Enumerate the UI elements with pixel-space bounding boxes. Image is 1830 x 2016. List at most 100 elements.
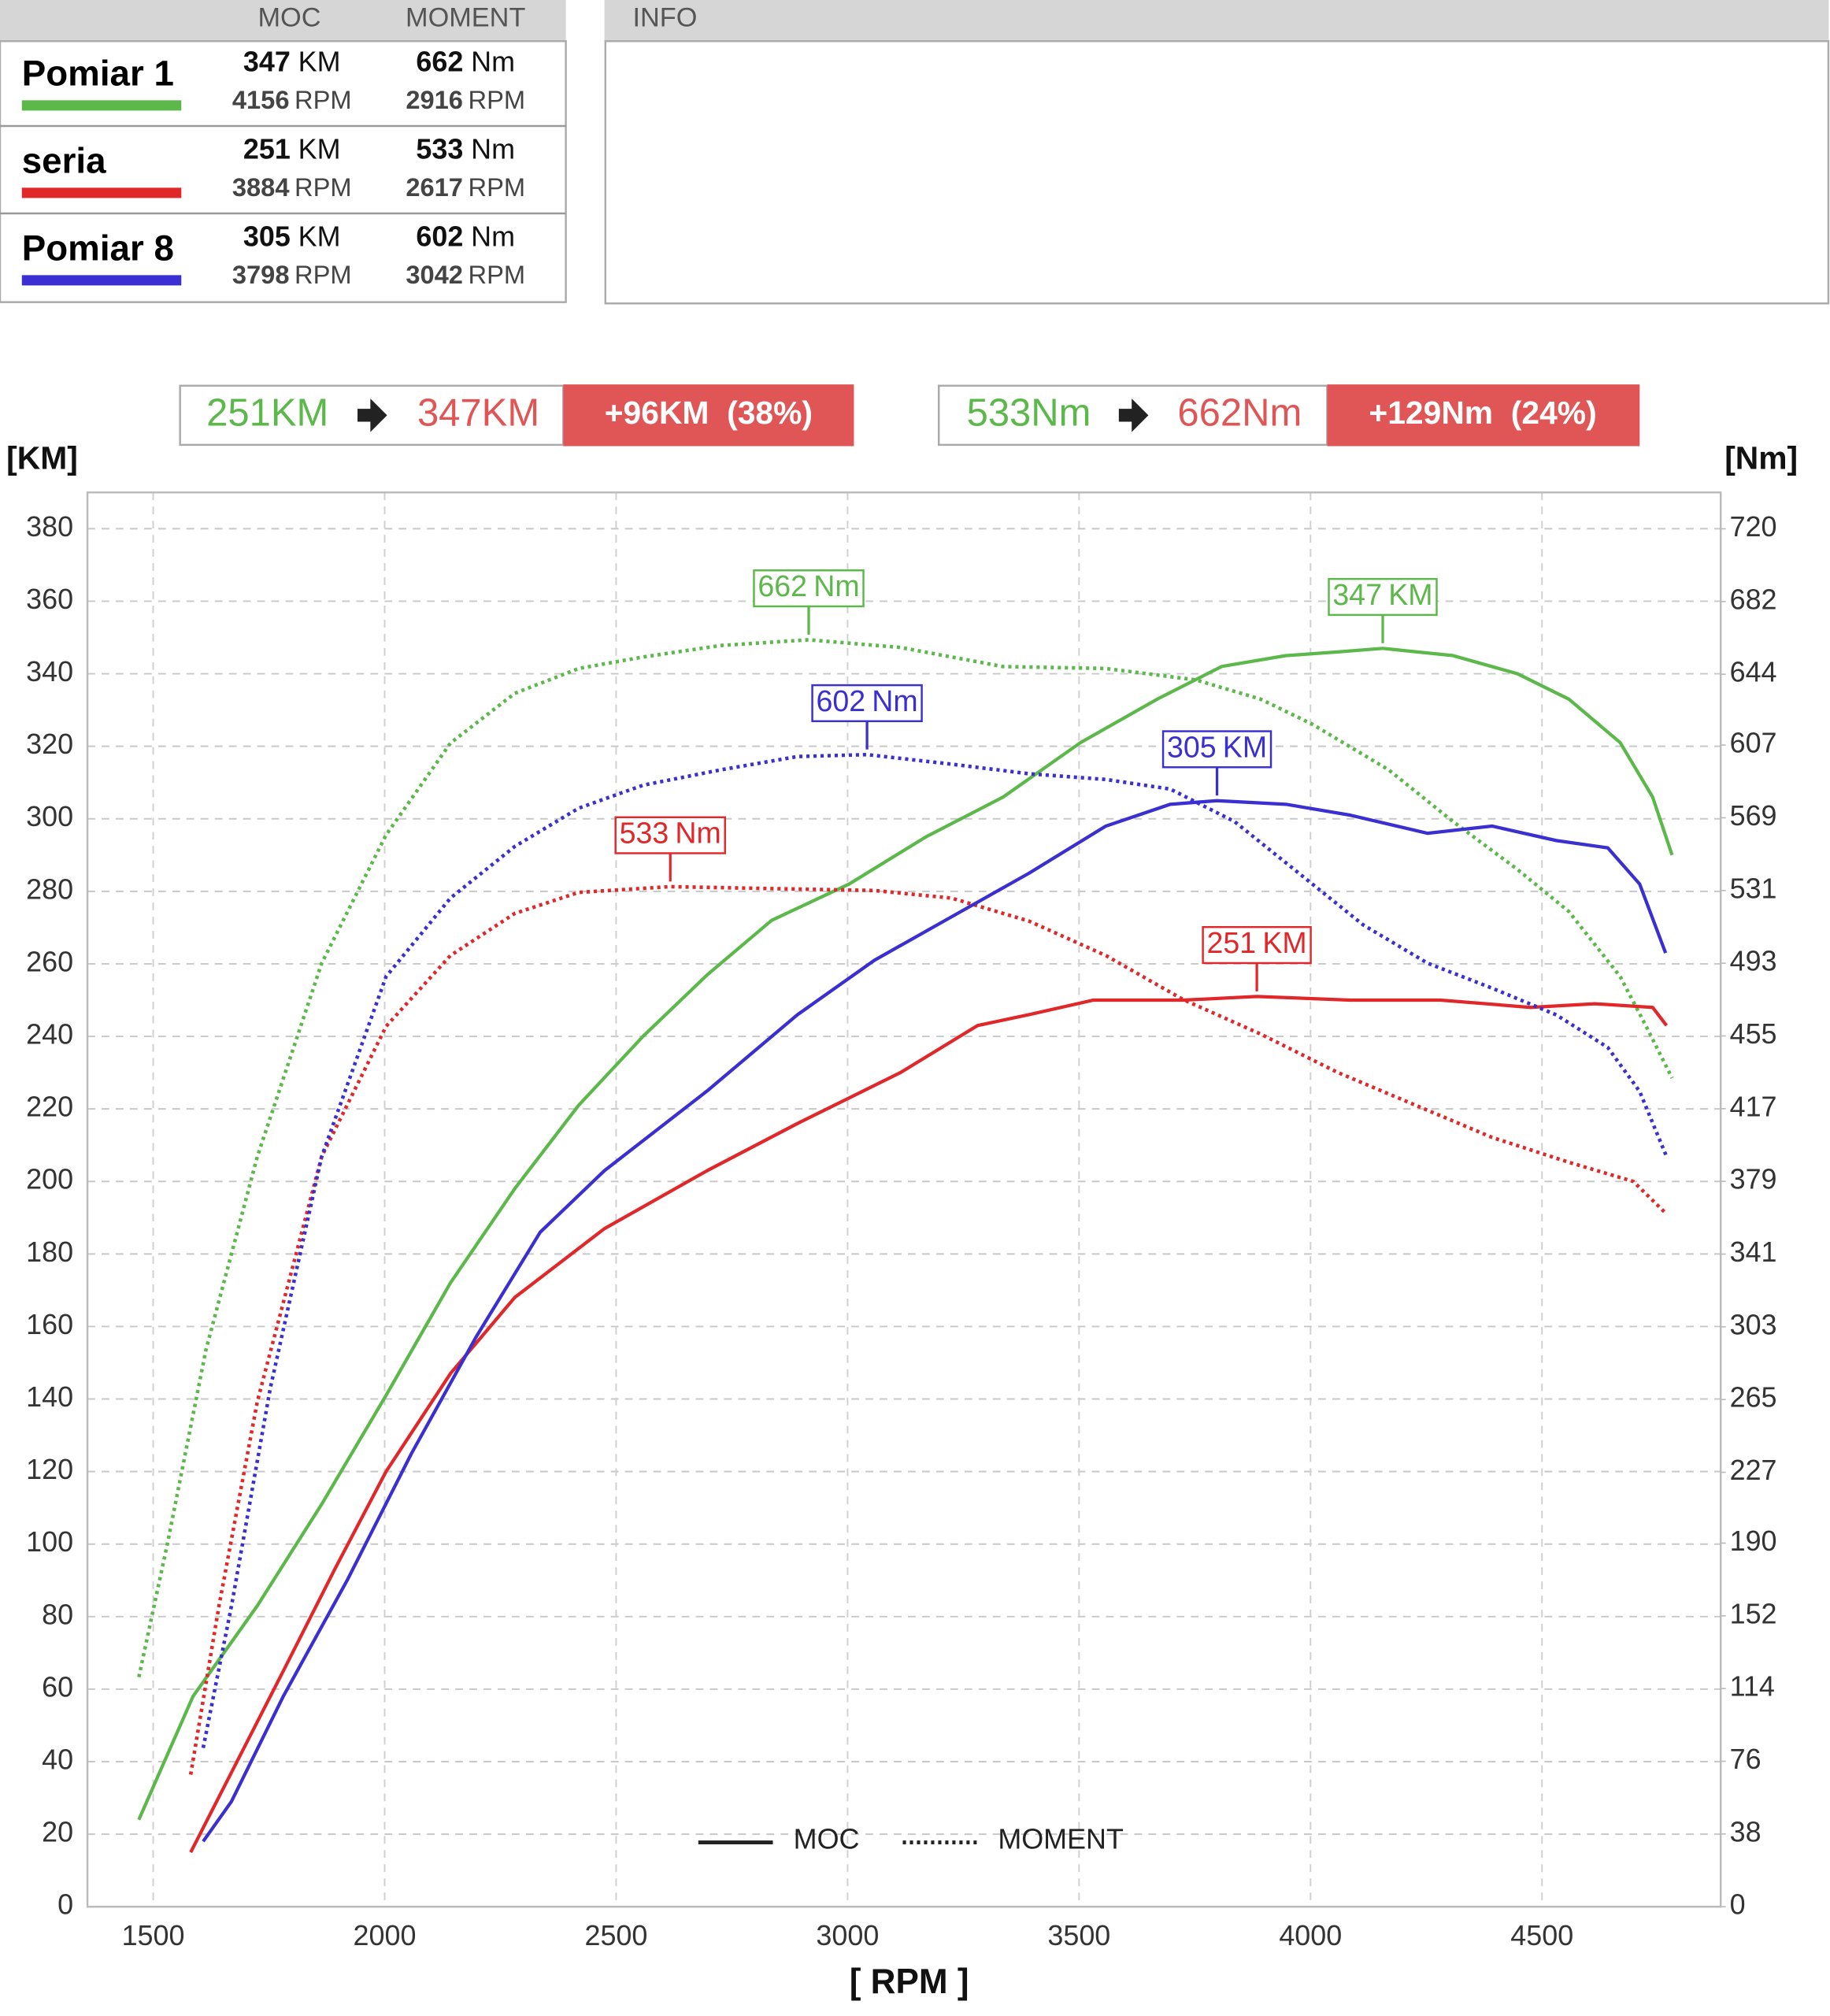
unit: KM xyxy=(298,220,341,253)
peak-label: 251 KM xyxy=(1207,926,1307,959)
x-tick-label: 4000 xyxy=(1279,1919,1342,1951)
x-tick-label: 4500 xyxy=(1510,1919,1573,1951)
unit: Nm xyxy=(471,46,515,78)
peak-label: 533 Nm xyxy=(620,817,721,850)
comparison-delta-box xyxy=(563,384,854,447)
y-tick-label: 180 xyxy=(26,1236,73,1268)
torque-peak-rpm: 2916 RPM xyxy=(406,85,525,114)
power-peak-annotation: 347 KM xyxy=(1328,577,1438,643)
unit: KM xyxy=(298,133,341,165)
y-tick-label: 100 xyxy=(26,1525,73,1558)
comparison-delta: +129Nm (24%) xyxy=(1369,395,1596,431)
torque-peak-rpm: 2617 RPM xyxy=(406,172,525,202)
comparison-delta-box xyxy=(1327,384,1640,447)
torque-curve xyxy=(188,884,1668,1775)
comparison-from: 533Nm xyxy=(967,391,1091,434)
value: 305 xyxy=(243,220,291,253)
y-tick-label: 120 xyxy=(26,1453,73,1485)
peak-box xyxy=(1202,926,1312,965)
peak-label: 347 KM xyxy=(1332,578,1432,611)
y-tick-label: 360 xyxy=(26,583,73,615)
y2-tick-label: 152 xyxy=(1730,1597,1777,1629)
y2-tick-label: 493 xyxy=(1730,945,1777,977)
x-tick-label: 3500 xyxy=(1047,1919,1110,1951)
unit: RPM xyxy=(295,172,352,202)
peak-label: 662 Nm xyxy=(758,569,859,602)
rpm-value: 2916 xyxy=(406,85,463,114)
y2-tick-label: 644 xyxy=(1730,656,1777,688)
y2-tick-label: 607 xyxy=(1730,727,1777,759)
power-curve xyxy=(137,647,1674,1821)
unit: Nm xyxy=(872,684,917,717)
torque-curve xyxy=(201,752,1669,1748)
unit: RPM xyxy=(295,85,352,114)
info-header-band xyxy=(604,0,1829,42)
comparison-to: 347KM xyxy=(417,391,539,434)
info-title: INFO xyxy=(633,3,698,33)
comparison-delta: +96KM (38%) xyxy=(605,395,813,431)
rpm-value: 3042 xyxy=(406,260,463,289)
rpm-value: 3884 xyxy=(232,172,290,202)
y-tick-label: 280 xyxy=(26,873,73,905)
power-peak-rpm: 4156 RPM xyxy=(232,85,352,114)
power-comparison: 251KM 347KM +96KM (38%) xyxy=(179,384,854,447)
y2-tick-label: 341 xyxy=(1730,1236,1777,1268)
comparison-from: 251KM xyxy=(206,391,328,434)
y-axis-title: [KM] xyxy=(6,439,78,476)
run-name: Pomiar 8 xyxy=(22,228,174,268)
y2-tick-label: 417 xyxy=(1730,1090,1777,1122)
y2-tick-label: 682 xyxy=(1730,583,1777,615)
value: 602 xyxy=(416,220,463,253)
unit: KM xyxy=(1262,926,1306,959)
unit: Nm xyxy=(675,817,721,850)
y-tick-label: 200 xyxy=(26,1163,73,1195)
value: 305 xyxy=(1167,730,1217,763)
peak-label: 602 Nm xyxy=(816,684,917,717)
y-tick-label: 140 xyxy=(26,1380,73,1413)
unit: Nm xyxy=(813,569,859,602)
y2-tick-label: 114 xyxy=(1730,1670,1775,1703)
power-curve xyxy=(202,799,1668,1843)
rpm-value: 4156 xyxy=(232,85,290,114)
arrow-icon xyxy=(357,398,387,432)
y2-tick-label: 303 xyxy=(1730,1308,1777,1340)
y-tick-label: 300 xyxy=(26,800,73,832)
y2-tick-label: 38 xyxy=(1730,1815,1761,1847)
y2-tick-label: 227 xyxy=(1730,1454,1777,1486)
power-peak-rpm: 3798 RPM xyxy=(232,260,352,289)
power-curve xyxy=(189,995,1669,1854)
unit: RPM xyxy=(469,260,526,289)
y2-axis-title: [Nm] xyxy=(1724,439,1798,476)
header-power: MOC xyxy=(257,3,320,33)
power-peak-rpm: 3884 RPM xyxy=(232,172,352,202)
y-tick-label: 40 xyxy=(42,1744,73,1776)
info-panel xyxy=(604,40,1830,305)
run-swatch xyxy=(21,187,182,198)
unit: RPM xyxy=(295,260,352,289)
torque-peak-annotation: 602 Nm xyxy=(811,684,923,750)
comparison-box xyxy=(179,384,565,447)
y2-tick-label: 0 xyxy=(1730,1888,1746,1921)
y-tick-label: 240 xyxy=(26,1018,73,1051)
torque-peak-value: 533 Nm xyxy=(416,133,515,165)
y2-tick-label: 379 xyxy=(1730,1163,1777,1195)
y2-tick-label: 531 xyxy=(1730,872,1777,904)
peak-box xyxy=(1161,730,1272,769)
torque-peak-value: 662 Nm xyxy=(416,46,515,78)
y-tick-label: 0 xyxy=(57,1888,73,1921)
y-tick-label: 260 xyxy=(26,945,73,977)
value: 347 xyxy=(243,46,291,78)
torque-peak-annotation: 662 Nm xyxy=(753,569,865,635)
run-name: Pomiar 1 xyxy=(22,53,174,93)
y2-tick-label: 76 xyxy=(1730,1743,1761,1775)
value: 251 xyxy=(243,133,291,165)
power-peak-annotation: 305 KM xyxy=(1161,730,1272,796)
value: 533 xyxy=(416,133,463,165)
rpm-value: 2617 xyxy=(406,172,463,202)
rpm-value: 3798 xyxy=(232,260,290,289)
power-peak-value: 347 KM xyxy=(243,46,341,78)
unit: KM xyxy=(1223,730,1267,763)
y-tick-label: 80 xyxy=(42,1598,73,1630)
